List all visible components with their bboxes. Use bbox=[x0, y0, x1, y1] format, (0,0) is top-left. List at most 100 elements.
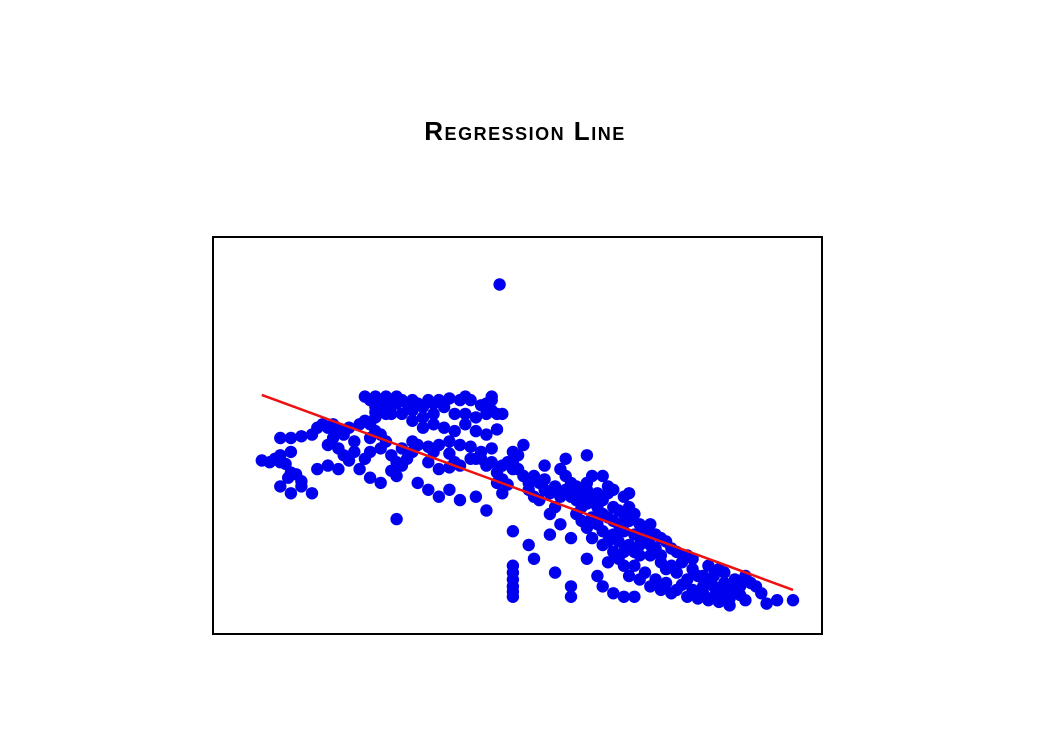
scatter-point bbox=[295, 430, 308, 443]
scatter-point bbox=[480, 459, 493, 472]
scatter-point bbox=[295, 480, 308, 493]
scatter-point bbox=[321, 459, 335, 472]
scatter-point bbox=[506, 525, 520, 538]
scatter-point bbox=[786, 594, 800, 607]
scatter-point bbox=[580, 449, 594, 462]
scatter-point bbox=[406, 435, 419, 448]
scatter-point bbox=[607, 587, 620, 600]
scatter-point bbox=[564, 531, 578, 545]
scatter-point bbox=[453, 438, 467, 452]
scatter-point bbox=[363, 471, 377, 484]
scatter-point bbox=[305, 487, 319, 500]
scatter-point bbox=[712, 595, 726, 609]
scatter-point bbox=[723, 599, 736, 612]
scatter-point bbox=[464, 440, 477, 453]
scatter-point bbox=[506, 590, 520, 603]
scatter-point bbox=[596, 580, 609, 593]
scatter-point bbox=[659, 576, 673, 590]
scatter-point bbox=[374, 442, 387, 455]
scatter-point bbox=[363, 445, 377, 459]
scatter-point bbox=[469, 411, 483, 424]
scatter-point bbox=[437, 400, 451, 414]
scatter-point bbox=[411, 476, 424, 490]
scatter-point bbox=[348, 435, 361, 448]
scatter-point bbox=[390, 512, 403, 526]
scatter-point bbox=[437, 421, 451, 434]
scatter-point bbox=[564, 590, 578, 603]
scatter-point bbox=[416, 411, 430, 424]
scatter-point bbox=[469, 490, 483, 503]
scatter-point bbox=[622, 487, 636, 500]
scatter-point bbox=[670, 583, 683, 597]
scatter-point bbox=[274, 480, 287, 493]
scatter-point bbox=[422, 483, 435, 496]
scatter-point bbox=[469, 424, 483, 438]
scatter-point bbox=[432, 490, 446, 503]
scatter-point bbox=[591, 569, 604, 583]
scatter-point bbox=[548, 480, 562, 493]
scatter-point bbox=[670, 566, 683, 579]
scatter-point bbox=[395, 407, 409, 421]
scatter-point bbox=[755, 587, 768, 600]
scatter-point bbox=[284, 445, 298, 459]
scatter-point bbox=[596, 538, 609, 552]
scatter-point bbox=[681, 590, 694, 603]
scatter-point bbox=[691, 592, 705, 605]
scatter-point bbox=[480, 407, 493, 421]
scatter-point bbox=[480, 428, 493, 441]
scatter-point bbox=[459, 407, 472, 421]
scatter-point bbox=[432, 462, 446, 476]
scatter-point bbox=[453, 493, 467, 507]
scatter-point bbox=[760, 597, 773, 610]
scatter-point bbox=[617, 590, 631, 603]
scatter-point bbox=[770, 594, 784, 607]
scatter-point bbox=[628, 559, 641, 572]
scatter-point bbox=[493, 278, 506, 291]
scatter-point bbox=[527, 552, 541, 565]
scatter-point bbox=[522, 538, 535, 552]
regression-line-layer bbox=[261, 393, 794, 592]
scatter-point bbox=[622, 569, 636, 583]
scatter-point bbox=[448, 424, 461, 438]
scatter-point bbox=[675, 556, 689, 569]
scatter-point bbox=[733, 580, 747, 593]
scatter-point bbox=[464, 452, 477, 465]
scatter-point bbox=[607, 483, 620, 496]
scatter-point bbox=[406, 414, 419, 427]
scatter-point bbox=[617, 559, 631, 572]
scatter-point bbox=[601, 556, 615, 569]
scatter-point bbox=[596, 525, 609, 538]
scatter-point bbox=[596, 469, 609, 483]
scatter-point bbox=[628, 590, 641, 603]
scatter-point bbox=[548, 566, 562, 579]
scatter-point bbox=[311, 462, 324, 476]
scatter-point bbox=[379, 407, 393, 421]
scatter-point bbox=[517, 438, 530, 452]
scatter-point bbox=[580, 521, 594, 534]
scatter-point bbox=[284, 487, 298, 500]
scatter-point bbox=[464, 393, 477, 407]
scatter-point bbox=[633, 573, 646, 586]
scatter-point bbox=[353, 462, 366, 476]
scatter-point bbox=[585, 531, 599, 545]
chart-title: Regression Line bbox=[424, 116, 626, 146]
regression-line bbox=[261, 393, 794, 592]
scatter-point bbox=[739, 594, 752, 607]
scatter-point bbox=[427, 407, 440, 421]
scatter-point bbox=[496, 407, 509, 421]
scatter-point bbox=[274, 449, 287, 462]
scatter-point bbox=[612, 535, 625, 548]
scatter-point bbox=[538, 459, 551, 472]
scatter-point bbox=[554, 518, 567, 531]
scatter-point bbox=[702, 559, 715, 572]
scatter-point bbox=[406, 404, 419, 417]
scatter-point bbox=[659, 562, 673, 576]
scatter-point bbox=[543, 528, 557, 541]
scatter-point bbox=[459, 418, 472, 431]
scatter-point bbox=[390, 469, 403, 483]
scatter-point bbox=[702, 594, 715, 607]
scatter-point bbox=[585, 469, 599, 483]
scatter-point bbox=[485, 442, 498, 455]
scatter-point bbox=[427, 418, 440, 431]
